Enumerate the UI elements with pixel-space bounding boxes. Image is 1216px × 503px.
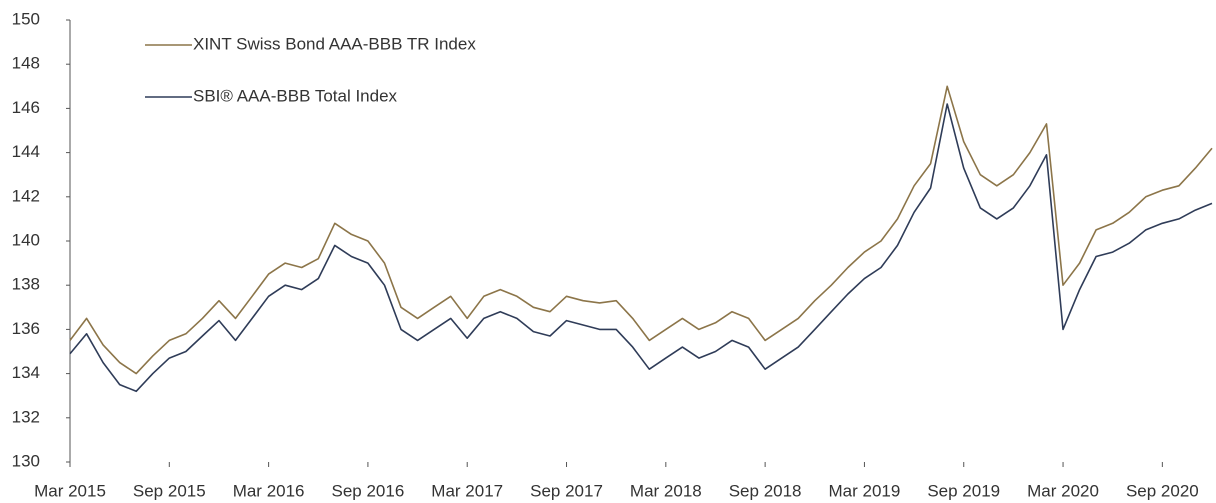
- x-tick-label: Sep 2018: [729, 481, 802, 500]
- y-tick-label: 130: [12, 451, 40, 470]
- x-tick-label: Sep 2016: [332, 481, 405, 500]
- x-tick-label: Mar 2015: [34, 481, 106, 500]
- x-tick-label: Mar 2017: [431, 481, 503, 500]
- y-tick-label: 142: [12, 186, 40, 205]
- x-tick-label: Mar 2020: [1027, 481, 1099, 500]
- y-tick-label: 144: [12, 142, 40, 161]
- x-tick-label: Sep 2017: [530, 481, 603, 500]
- y-tick-label: 134: [12, 363, 40, 382]
- x-tick-label: Mar 2019: [829, 481, 901, 500]
- y-tick-label: 140: [12, 230, 40, 249]
- series-line: [69, 85, 1213, 375]
- y-tick-label: 132: [12, 407, 40, 426]
- y-tick-label: 150: [12, 9, 40, 28]
- y-tick-label: 136: [12, 319, 40, 338]
- x-tick-label: Sep 2015: [133, 481, 206, 500]
- y-tick-label: 138: [12, 275, 40, 294]
- x-tick-label: Mar 2018: [630, 481, 702, 500]
- y-tick-label: 148: [12, 54, 40, 73]
- legend-label: SBI® AAA-BBB Total Index: [193, 86, 398, 105]
- y-tick-label: 146: [12, 98, 40, 117]
- x-tick-label: Mar 2016: [233, 481, 305, 500]
- legend-label: XINT Swiss Bond AAA-BBB TR Index: [193, 34, 476, 53]
- series-line: [69, 103, 1213, 393]
- x-tick-label: Sep 2020: [1126, 481, 1199, 500]
- x-tick-label: Sep 2019: [927, 481, 1000, 500]
